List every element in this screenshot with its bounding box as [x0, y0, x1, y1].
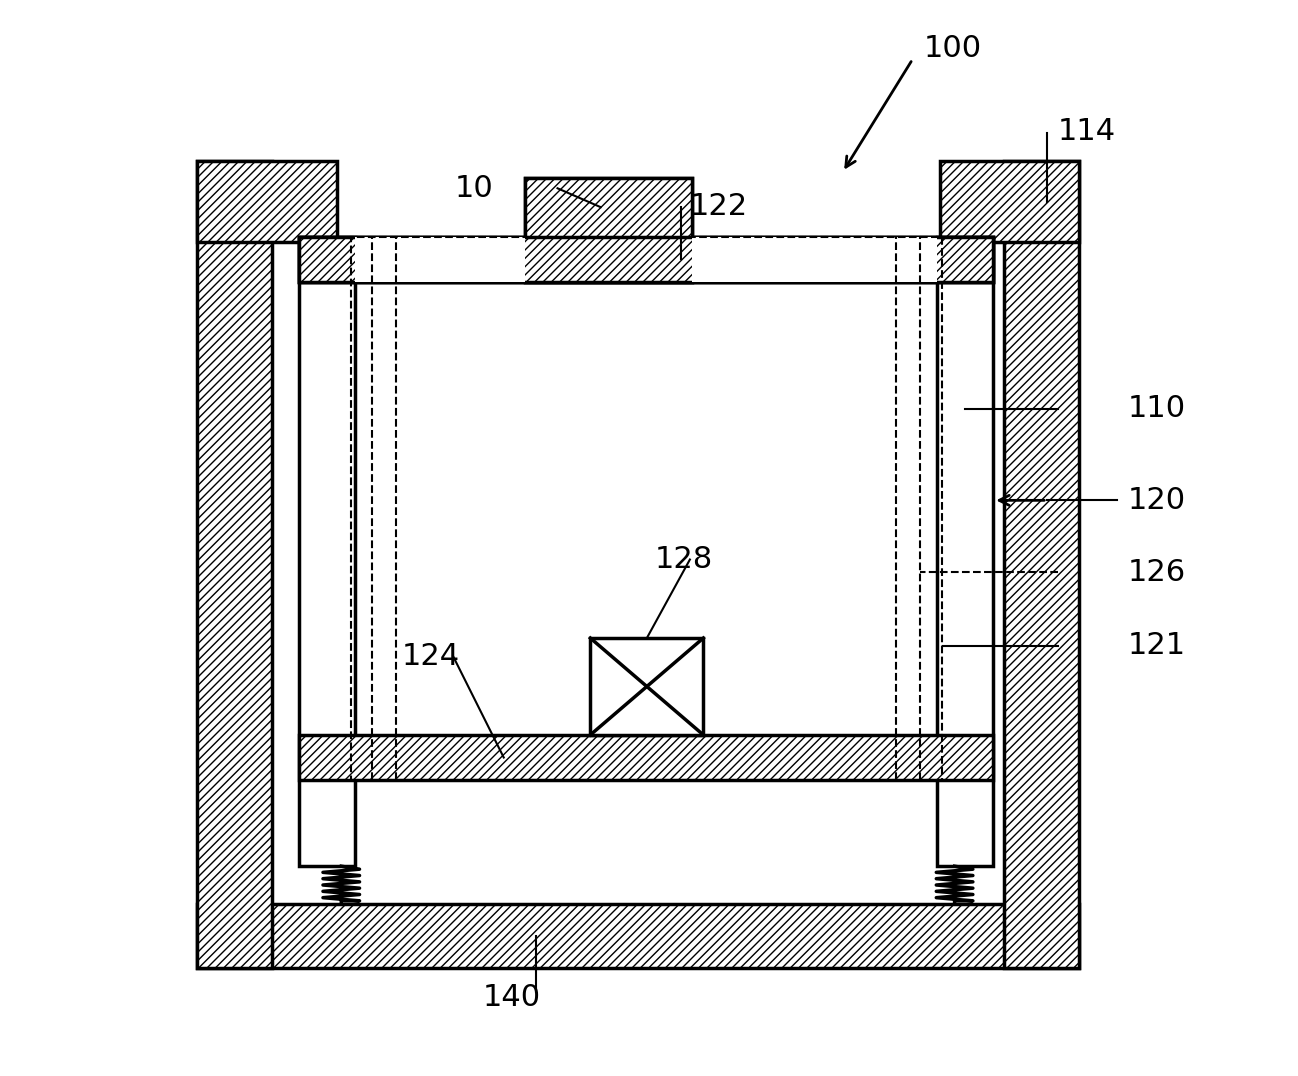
- Bar: [356, 282, 937, 735]
- Bar: [526, 178, 692, 282]
- Text: 122: 122: [691, 193, 748, 221]
- Text: 128: 128: [654, 546, 713, 574]
- Bar: [300, 735, 993, 780]
- Text: 120: 120: [1128, 486, 1186, 514]
- Text: 10: 10: [454, 174, 493, 202]
- Text: 124: 124: [401, 642, 459, 670]
- Bar: [526, 178, 692, 282]
- Bar: [937, 237, 993, 866]
- Bar: [356, 237, 526, 282]
- Bar: [300, 237, 993, 282]
- Text: 110: 110: [1128, 395, 1186, 423]
- Bar: [940, 161, 1080, 242]
- Bar: [1005, 161, 1080, 968]
- Bar: [591, 638, 704, 735]
- Bar: [350, 237, 941, 780]
- Bar: [197, 161, 273, 968]
- Bar: [356, 780, 937, 866]
- Bar: [197, 161, 337, 242]
- Text: 140: 140: [483, 983, 540, 1011]
- Bar: [300, 237, 993, 282]
- Text: 100: 100: [923, 34, 981, 62]
- Text: 114: 114: [1058, 117, 1116, 145]
- Text: 121: 121: [1128, 632, 1186, 660]
- Bar: [692, 237, 937, 282]
- Text: 126: 126: [1128, 558, 1186, 586]
- Bar: [300, 237, 993, 282]
- Bar: [300, 237, 356, 866]
- Bar: [197, 904, 1080, 968]
